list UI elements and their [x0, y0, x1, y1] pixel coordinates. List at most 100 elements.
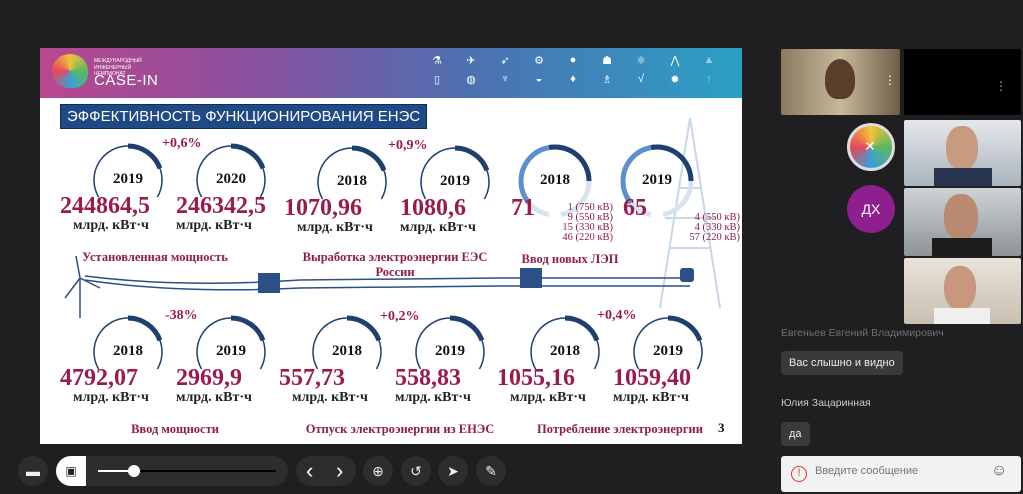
participant-video[interactable]: ⋮: [904, 49, 1021, 115]
change-percent: +0,9%: [388, 138, 428, 153]
zoom-button[interactable]: ⊕: [363, 456, 393, 486]
gauge-segment: [650, 144, 694, 182]
atom-icon: ⚛: [636, 55, 646, 67]
change-percent: +0,4%: [597, 308, 637, 323]
gauge-segment: [667, 315, 703, 342]
slide-title: ЭФФЕКТИВНОСТЬ ФУНКЦИОНИРОВАНИЯ ЕНЭС: [60, 104, 428, 129]
participant-avatar[interactable]: ДХ: [847, 185, 895, 233]
gauge-ring: [633, 315, 703, 370]
metric-value: 2969,9: [176, 365, 242, 391]
metric-value: 1055,16: [497, 365, 575, 391]
gauge-segment: [454, 145, 490, 172]
metric-value: 4792,07: [60, 365, 138, 391]
metric-value: 71: [511, 195, 535, 221]
gauge-year: 2019: [113, 171, 143, 187]
zoom-in-icon: ⊕: [372, 462, 384, 479]
gauge-ring: [317, 145, 387, 200]
metric-value: 1059,40: [613, 365, 691, 391]
pointer-button[interactable]: ➤: [438, 456, 468, 486]
more-options-icon[interactable]: ⋮: [884, 73, 896, 87]
rotate-button[interactable]: ↺: [401, 456, 431, 486]
compass-icon: ⋀: [670, 55, 680, 67]
participant-video[interactable]: [904, 258, 1021, 324]
participant-avatar-logo[interactable]: ✕: [847, 123, 895, 171]
gauge-segment: [564, 315, 600, 342]
screen-share-button[interactable]: ▬: [18, 456, 48, 486]
metric-caption: Потребление электроэнергии: [537, 422, 703, 436]
metric-caption: Отпуск электроэнергии из ЕНЭС: [305, 422, 495, 436]
gauge-ring: [415, 315, 485, 370]
power-line-illustration: [64, 117, 721, 318]
rotate-icon: ↺: [410, 462, 422, 479]
metric-value: 1080,6: [400, 195, 466, 221]
chat-message: да: [781, 422, 810, 446]
gauge-ring: [518, 144, 592, 217]
flask-icon: ⚗: [432, 55, 442, 67]
metric-value: 557,73: [279, 365, 345, 391]
gauge-ring: [530, 315, 600, 370]
rocket-icon: ➶: [500, 55, 510, 67]
participant-video[interactable]: ⋮: [781, 49, 900, 115]
metric-value: 65: [623, 195, 647, 221]
gauge-year: 2018: [337, 173, 367, 189]
metric-breakdown: 1 (750 кВ): [567, 202, 613, 213]
chat-author: Евгеньев Евгений Владимирович: [781, 327, 944, 339]
gauge-segment: [548, 144, 592, 182]
slide-progress-track[interactable]: [98, 470, 276, 472]
gauge-ring: [196, 143, 266, 198]
gauge-year: 2019: [435, 343, 465, 359]
metric-caption: Ввод новых ЛЭП: [521, 252, 619, 266]
gauge-ring: [93, 315, 163, 370]
case-in-logo: МЕЖДУНАРОДНЫЙ ИНЖЕНЕРНЫЙ ЧЕМПИОНАТ CASE-…: [52, 52, 162, 92]
change-percent: +0,2%: [380, 309, 420, 324]
metric-value: 244864,5: [60, 193, 150, 219]
participant-video[interactable]: [904, 120, 1021, 186]
presentation-button[interactable]: ▣: [56, 456, 86, 486]
globe-icon: ◍: [466, 74, 476, 86]
prev-slide-button[interactable]: ‹: [306, 458, 314, 483]
team-icon: ☗: [602, 55, 612, 67]
metric-unit: млрд. кВт·ч: [297, 220, 373, 235]
metric-caption: Выработка электроэнергии ЕЭС России: [302, 250, 488, 279]
gauge-segment: [230, 315, 266, 342]
participant-video[interactable]: [904, 188, 1021, 256]
next-slide-button[interactable]: ›: [336, 458, 344, 483]
chat-message: Вас слышно и видно: [781, 351, 903, 375]
draw-button[interactable]: ✎: [476, 456, 506, 486]
metric-unit: млрд. кВт·ч: [176, 218, 252, 233]
metric-unit: млрд. кВт·ч: [73, 218, 149, 233]
page-number: 3: [718, 420, 725, 435]
chat-input-box[interactable]: ! ☺: [781, 456, 1021, 492]
gauge-year: 2019: [216, 343, 246, 359]
gauge-year: 2019: [642, 172, 672, 188]
slide-progress-control: ▣: [56, 456, 288, 486]
gauge-ring: [312, 315, 382, 370]
metric-value: 246342,5: [176, 193, 266, 219]
gauge-year: 2018: [540, 172, 570, 188]
warning-icon: !: [791, 466, 807, 482]
chat-input[interactable]: [815, 465, 985, 477]
emoji-icon[interactable]: ☺: [991, 462, 1008, 479]
helmet-icon: ◒: [535, 73, 543, 85]
chat-author: Юлия Зацаринная: [781, 397, 871, 409]
gauge-year: 2019: [440, 173, 470, 189]
brush-icon: ✎: [485, 462, 497, 479]
trophy-icon: ♆: [500, 73, 510, 85]
gauge-segment: [351, 145, 387, 172]
metric-caption: Установленная мощность: [82, 250, 228, 264]
slide-progress-handle[interactable]: [127, 465, 140, 477]
metric-unit: млрд. кВт·ч: [400, 220, 476, 235]
more-options-icon[interactable]: ⋮: [995, 79, 1007, 93]
gauge-segment: [127, 143, 163, 170]
slide-progress-fill: [98, 470, 134, 472]
metric-unit: млрд. кВт·ч: [176, 390, 252, 405]
metric-breakdown: 46 (220 кВ): [562, 232, 613, 243]
slide-nav: ‹ ›: [296, 456, 356, 486]
change-percent: +0,6%: [162, 136, 202, 151]
arrow-up-icon: ↑: [706, 73, 712, 85]
gauge-year: 2019: [653, 343, 683, 359]
drop-icon: ♦: [570, 73, 576, 85]
graduation-icon: ▲: [703, 54, 715, 66]
gauge-segment: [127, 315, 163, 342]
gauge-segment: [346, 315, 382, 342]
